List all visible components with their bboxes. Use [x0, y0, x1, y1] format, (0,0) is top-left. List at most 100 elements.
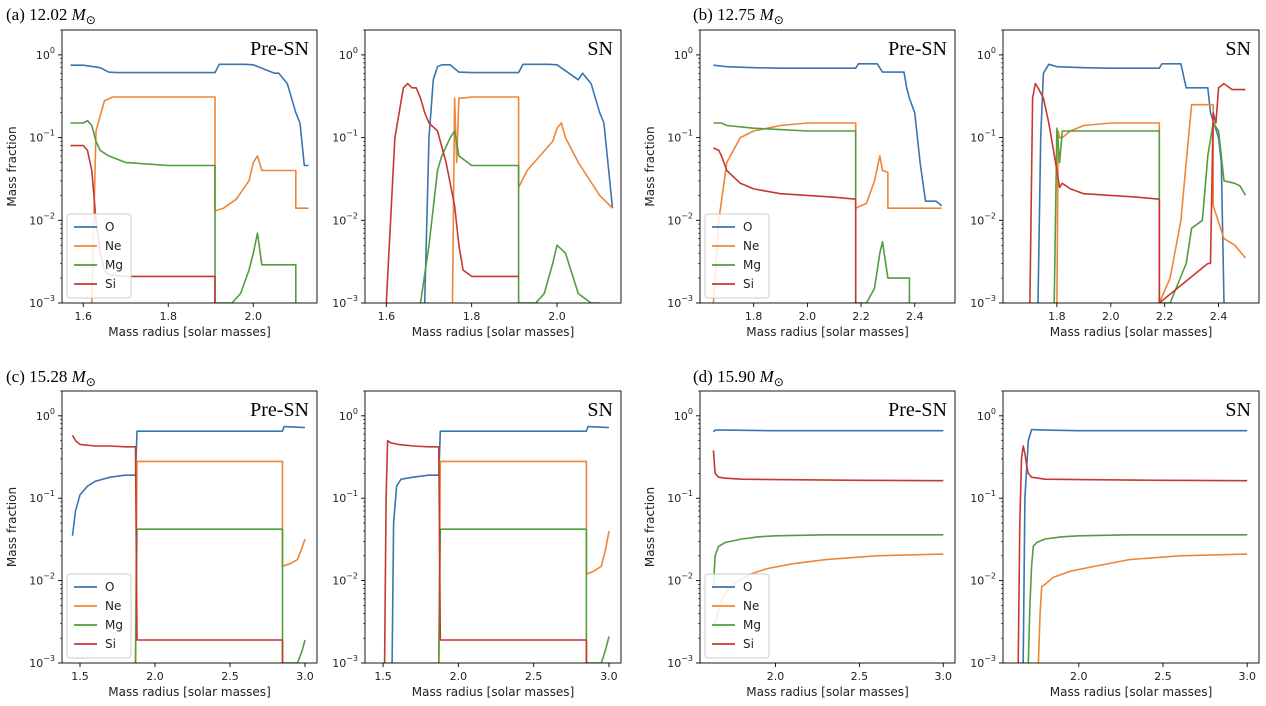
panel-mass: 12.02 — [29, 5, 72, 24]
y-tick-label: 100 — [674, 407, 693, 423]
y-tick-exp: 0 — [50, 407, 55, 416]
series-group — [71, 425, 306, 663]
series-line-mg — [1053, 122, 1247, 303]
legend-label: O — [743, 580, 752, 594]
series-line-si — [383, 439, 588, 663]
legend-label: O — [105, 580, 114, 594]
axes-frame — [699, 29, 956, 304]
series-line-mg — [134, 528, 306, 663]
chart-title: Pre-SN — [250, 38, 309, 60]
y-tick-exp: −3 — [346, 294, 358, 303]
x-tick-label: 1.6 — [75, 310, 93, 323]
y-tick-base: 10 — [332, 575, 346, 588]
y-tick-label: 10−3 — [667, 294, 693, 310]
y-tick-base: 10 — [970, 132, 984, 145]
legend: O Ne Mg Si — [66, 213, 132, 299]
chart-title: SN — [587, 399, 613, 421]
axes-frame — [1002, 390, 1260, 664]
y-tick-base: 10 — [29, 657, 43, 670]
series-line-mg — [419, 130, 600, 303]
series-group — [385, 63, 614, 303]
y-tick-exp: −2 — [681, 572, 693, 581]
x-tick-label: 3.0 — [296, 670, 314, 683]
x-tick-label: 2.0 — [450, 670, 468, 683]
y-tick-label: 10−1 — [29, 489, 55, 505]
y-tick-base: 10 — [339, 410, 353, 423]
y-axis-label: Mass fraction — [5, 126, 19, 206]
y-tick-exp: 0 — [50, 46, 55, 55]
y-tick-exp: 0 — [688, 407, 693, 416]
y-tick-label: 10−2 — [970, 572, 996, 588]
y-tick-base: 10 — [970, 214, 984, 227]
y-tick-label: 100 — [339, 407, 358, 423]
y-tick-label: 100 — [977, 46, 996, 62]
y-axis-label: Mass fraction — [643, 126, 657, 206]
series-line-mg — [70, 119, 297, 303]
axes-frame — [364, 29, 622, 304]
y-tick-label: 10−2 — [29, 211, 55, 227]
x-tick-label: 1.8 — [1048, 310, 1066, 323]
legend: O Ne Mg Si — [704, 573, 770, 659]
y-tick-base: 10 — [977, 410, 991, 423]
series-line-ne — [451, 96, 614, 303]
y-tick-label: 100 — [674, 46, 693, 62]
x-tick-label: 2.0 — [548, 310, 566, 323]
y-tick-exp: −3 — [984, 294, 996, 303]
series-group — [70, 63, 309, 303]
legend-label: Mg — [743, 618, 761, 632]
x-tick-label: 1.8 — [463, 310, 481, 323]
series-group — [1017, 428, 1248, 663]
legend-box — [66, 213, 132, 299]
y-tick-exp: −3 — [681, 294, 693, 303]
y-axis-label: Mass fraction — [5, 487, 19, 567]
y-tick-exp: −1 — [681, 489, 693, 498]
series-line-ne — [91, 96, 309, 303]
y-tick-base: 10 — [977, 49, 991, 62]
mass-subscript: ⊙ — [86, 13, 96, 27]
panel-letter: (a) — [6, 5, 29, 24]
series-group — [383, 425, 610, 663]
y-tick-base: 10 — [970, 297, 984, 310]
series-line-mg — [1027, 534, 1248, 663]
y-tick-base: 10 — [667, 657, 681, 670]
series-line-ne — [1037, 553, 1248, 663]
x-axis-label: Mass radius [solar masses] — [412, 325, 575, 339]
y-tick-label: 10−2 — [332, 572, 358, 588]
y-tick-exp: −1 — [984, 129, 996, 138]
legend-label: O — [743, 220, 752, 234]
y-tick-base: 10 — [29, 575, 43, 588]
y-tick-base: 10 — [667, 214, 681, 227]
y-tick-exp: −2 — [346, 211, 358, 220]
mass-subscript: ⊙ — [774, 375, 784, 389]
series-line-o — [423, 63, 614, 303]
x-tick-label: 1.6 — [378, 310, 396, 323]
panel-header-d: (d) 15.90 M⊙ — [693, 367, 784, 389]
y-tick-label: 10−3 — [332, 294, 358, 310]
y-tick-exp: 0 — [991, 46, 996, 55]
x-tick-label: 2.0 — [146, 670, 164, 683]
legend-label: Si — [105, 637, 116, 651]
x-tick-label: 2.5 — [525, 670, 543, 683]
legend-label: Si — [743, 277, 754, 291]
legend-label: Ne — [105, 239, 121, 253]
legend: O Ne Mg Si — [66, 573, 132, 659]
axes-frame — [61, 390, 318, 664]
y-tick-exp: −3 — [43, 294, 55, 303]
y-tick-base: 10 — [332, 214, 346, 227]
legend-label: Mg — [105, 258, 123, 272]
y-tick-base: 10 — [36, 49, 50, 62]
chart-title: Pre-SN — [250, 399, 309, 421]
panel-letter: (d) — [693, 367, 717, 386]
chart-title: SN — [1225, 399, 1251, 421]
x-axis-label: Mass radius [solar masses] — [108, 685, 271, 699]
series-line-si — [712, 450, 944, 482]
series-line-si — [1029, 82, 1246, 303]
y-tick-base: 10 — [970, 492, 984, 505]
y-tick-base: 10 — [332, 132, 346, 145]
legend-label: O — [105, 220, 114, 234]
y-tick-exp: −1 — [984, 489, 996, 498]
